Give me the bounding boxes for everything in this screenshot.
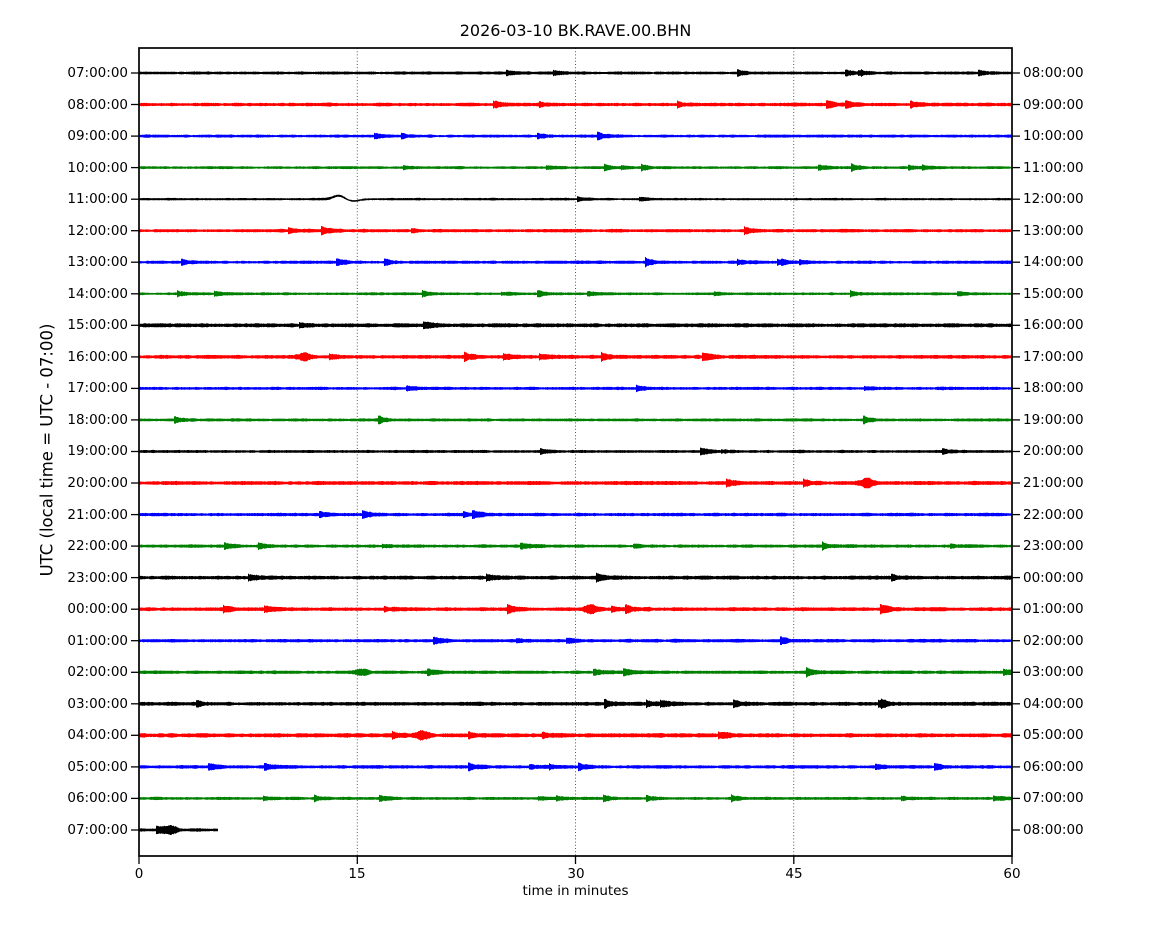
seismic-trace — [139, 131, 1012, 141]
y-axis-right-label: 21:00:00 — [1023, 475, 1084, 491]
seismic-trace — [139, 572, 1012, 583]
y-axis-right-label: 11:00:00 — [1023, 160, 1084, 176]
y-axis-left-label: 17:00:00 — [67, 380, 128, 396]
y-axis-left-label: 01:00:00 — [67, 633, 128, 649]
y-axis-left-label: 20:00:00 — [67, 475, 128, 491]
y-axis-left-label: 15:00:00 — [67, 317, 128, 333]
seismic-trace — [139, 541, 1012, 551]
x-axis-label: time in minutes — [522, 883, 629, 899]
y-axis-right-label: 08:00:00 — [1023, 822, 1084, 838]
y-axis-right-label: 10:00:00 — [1023, 128, 1084, 144]
y-axis-right-label: 15:00:00 — [1023, 286, 1084, 302]
y-axis-left-label: 16:00:00 — [67, 349, 128, 365]
y-axis-right-label: 22:00:00 — [1023, 507, 1084, 523]
chart-title: 2026-03-10 BK.RAVE.00.BHN — [459, 21, 692, 40]
y-axis-right-label: 13:00:00 — [1023, 223, 1084, 239]
x-axis-tick-label: 0 — [134, 866, 144, 882]
y-axis-left-label: 00:00:00 — [67, 601, 128, 617]
seismic-trace — [139, 163, 1012, 172]
y-axis-left-label: 21:00:00 — [67, 507, 128, 523]
seismic-trace — [139, 510, 1012, 519]
y-axis-right-label: 12:00:00 — [1023, 191, 1084, 207]
y-axis-right-label: 04:00:00 — [1023, 696, 1084, 712]
y-axis-right-label: 17:00:00 — [1023, 349, 1084, 365]
y-axis-left-label: 19:00:00 — [67, 443, 128, 459]
y-axis-left-label: 22:00:00 — [67, 538, 128, 554]
seismic-trace — [139, 290, 1012, 298]
y-axis-right-label: 08:00:00 — [1023, 65, 1084, 81]
y-axis-left-label: 07:00:00 — [67, 65, 128, 81]
y-axis-left-label: 14:00:00 — [67, 286, 128, 302]
y-axis-right-label: 00:00:00 — [1023, 570, 1084, 586]
y-axis-left-label: 09:00:00 — [67, 128, 128, 144]
seismic-trace — [139, 100, 1012, 109]
seismic-trace — [139, 762, 1012, 772]
y-axis-right-label: 16:00:00 — [1023, 317, 1084, 333]
y-axis-right-label: 07:00:00 — [1023, 790, 1084, 806]
y-axis-left-label: 02:00:00 — [67, 664, 128, 680]
y-axis-right-label: 23:00:00 — [1023, 538, 1084, 554]
y-axis-right-label: 05:00:00 — [1023, 727, 1084, 743]
y-axis-left-label: 03:00:00 — [67, 696, 128, 712]
y-axis-right-label: 18:00:00 — [1023, 380, 1084, 396]
y-axis-left-label: 06:00:00 — [67, 790, 128, 806]
y-axis-left-label: 07:00:00 — [67, 822, 128, 838]
y-axis-right-label: 01:00:00 — [1023, 601, 1084, 617]
seismic-trace — [139, 825, 218, 835]
seismic-trace — [139, 321, 1012, 330]
x-axis-tick-label: 60 — [1003, 866, 1021, 882]
y-axis-left-label: 18:00:00 — [67, 412, 128, 428]
y-axis-left-label: 04:00:00 — [67, 727, 128, 743]
y-axis-right-label: 19:00:00 — [1023, 412, 1084, 428]
y-axis-left-label: 10:00:00 — [67, 160, 128, 176]
y-axis-right-label: 09:00:00 — [1023, 97, 1084, 113]
y-axis-left-label: 23:00:00 — [67, 570, 128, 586]
y-axis-right-label: 02:00:00 — [1023, 633, 1084, 649]
y-axis-left-label: 11:00:00 — [67, 191, 128, 207]
x-axis-tick-label: 15 — [348, 866, 366, 882]
x-axis-tick-label: 30 — [567, 866, 585, 882]
y-axis-right-label: 06:00:00 — [1023, 759, 1084, 775]
y-axis-right-label: 20:00:00 — [1023, 443, 1084, 459]
y-axis-left-label: 08:00:00 — [67, 97, 128, 113]
seismic-trace — [139, 730, 1012, 741]
y-axis-left-label: 05:00:00 — [67, 759, 128, 775]
seismic-trace — [139, 794, 1012, 803]
x-axis-tick-label: 45 — [785, 866, 803, 882]
y-axis-right-label: 14:00:00 — [1023, 254, 1084, 270]
axes-border — [138, 47, 1013, 857]
y-axis-left-label: 12:00:00 — [67, 223, 128, 239]
seismic-trace — [139, 351, 1012, 362]
y-axis-right-label: 03:00:00 — [1023, 664, 1084, 680]
y-axis-left-label: 13:00:00 — [67, 254, 128, 270]
